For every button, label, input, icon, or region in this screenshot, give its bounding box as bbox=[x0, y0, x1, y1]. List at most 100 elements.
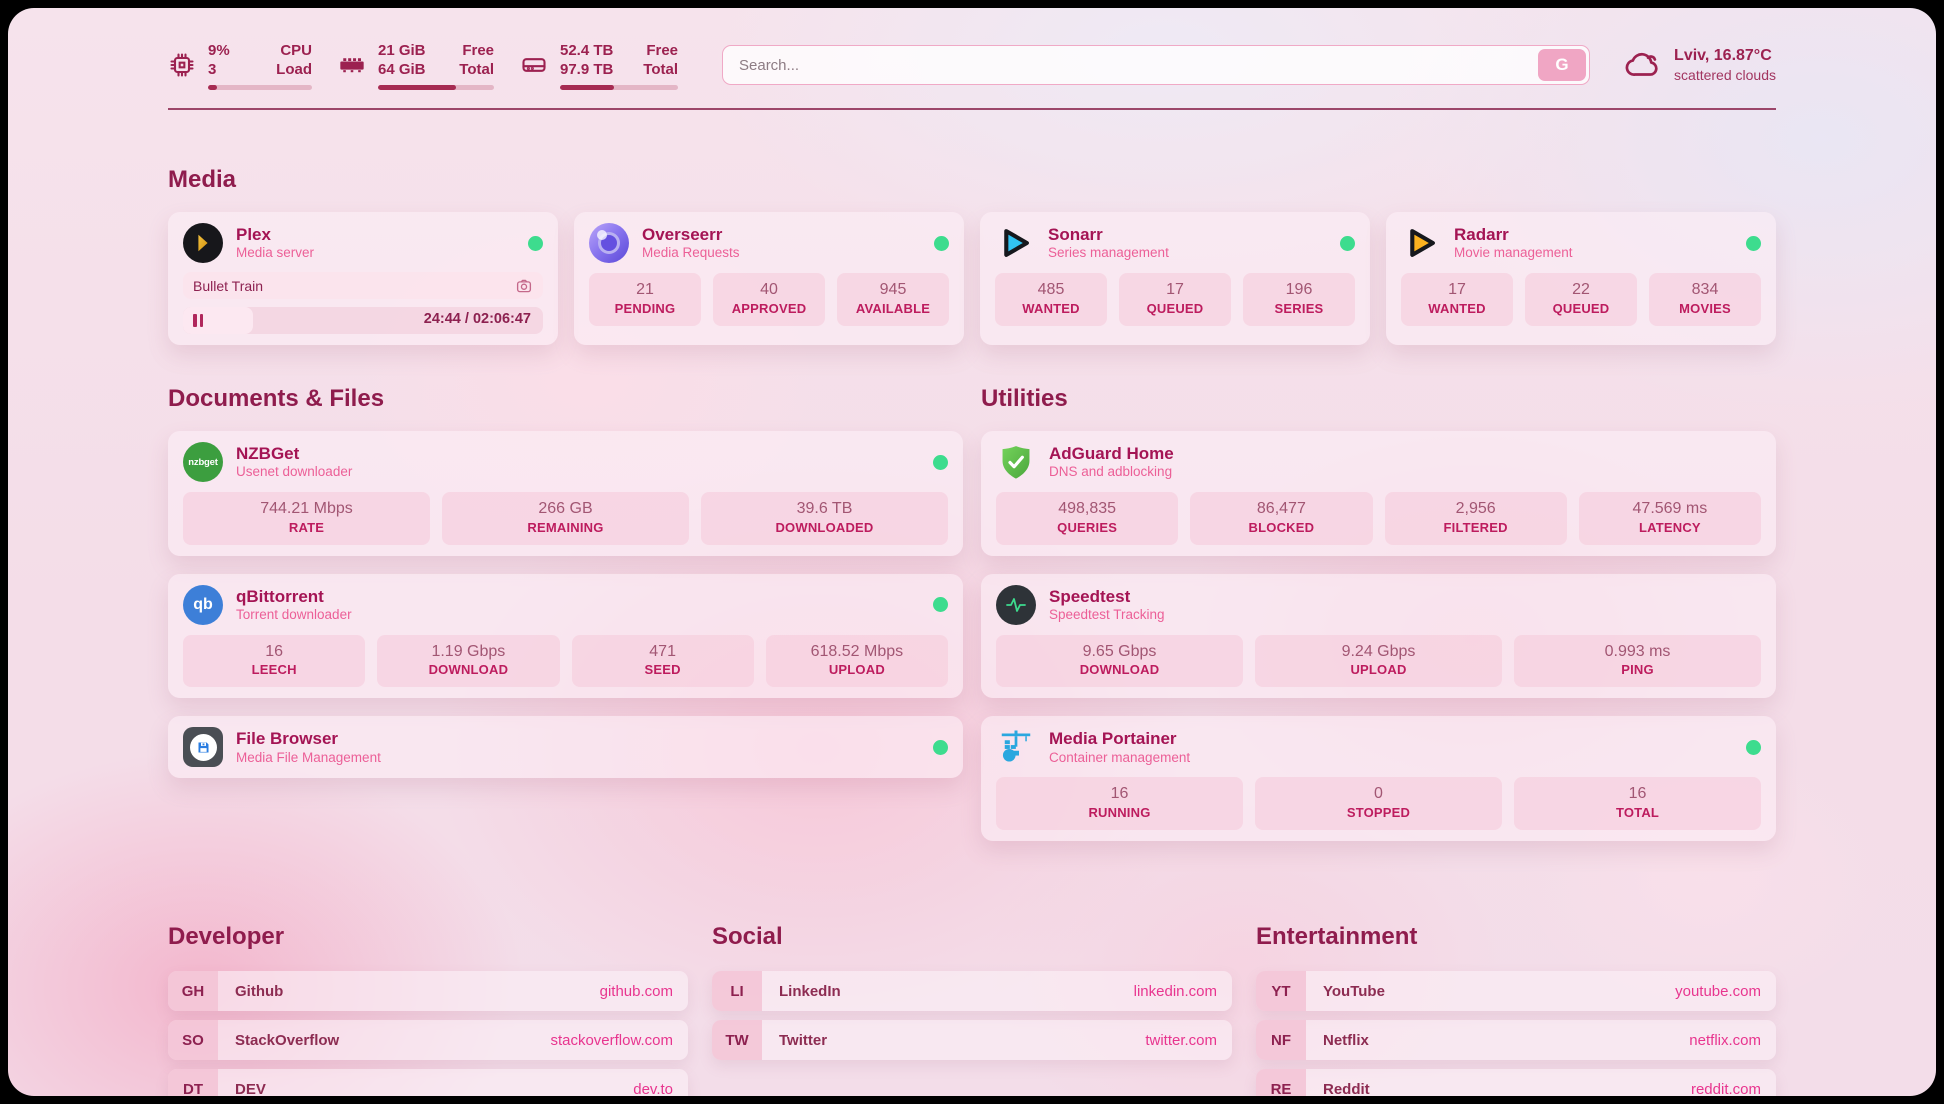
app-name: Plex bbox=[236, 224, 271, 244]
stat-upload: 618.52 Mbps UPLOAD bbox=[765, 634, 948, 688]
app-name: NZBGet bbox=[236, 443, 300, 463]
playback-progress-bar[interactable]: 24:44 / 02:06:47 bbox=[183, 307, 543, 334]
search-input[interactable] bbox=[722, 45, 1591, 85]
adguard-shield-icon bbox=[996, 442, 1036, 482]
stat-leech: 16 LEECH bbox=[183, 634, 366, 688]
app-card-overseerr[interactable]: Overseerr Media Requests 21 PENDING 40 APP… bbox=[574, 212, 964, 345]
app-card-adguard-home[interactable]: AdGuard Home DNS and adblocking 498,835 Q… bbox=[981, 431, 1776, 556]
disk-label-top: Free bbox=[646, 41, 678, 59]
header-divider bbox=[168, 108, 1776, 110]
status-online-dot bbox=[1340, 235, 1355, 251]
app-name: qBittorrent bbox=[236, 586, 324, 606]
link-name: LinkedIn bbox=[779, 982, 841, 1000]
app-card-nzbget[interactable]: nzbget NZBGet Usenet downloader 744.21 M… bbox=[168, 431, 963, 556]
link-row-netflix[interactable]: NF Netflix netflix.com bbox=[1256, 1020, 1776, 1061]
app-card-media-portainer[interactable]: Media Portainer Container management 16 R… bbox=[981, 716, 1776, 842]
documents-section-title: Documents & Files bbox=[168, 385, 385, 412]
link-row-reddit[interactable]: RE Reddit reddit.com bbox=[1256, 1069, 1776, 1096]
status-online-dot bbox=[933, 454, 948, 470]
memory-label-top: Free bbox=[462, 41, 494, 59]
stat-movies: 834 MOVIES bbox=[1649, 273, 1761, 326]
link-abbr-badge: SO bbox=[168, 1020, 218, 1061]
app-desc: DNS and adblocking bbox=[1049, 464, 1173, 480]
link-name: StackOverflow bbox=[235, 1031, 340, 1049]
link-row-twitter[interactable]: TW Twitter twitter.com bbox=[712, 1020, 1232, 1061]
link-url: reddit.com bbox=[1690, 1080, 1761, 1096]
link-row-youtube[interactable]: YT YouTube youtube.com bbox=[1256, 971, 1776, 1012]
app-desc: Media Requests bbox=[642, 245, 740, 261]
cpu-value: 9% bbox=[208, 41, 230, 59]
status-online-dot bbox=[528, 235, 543, 251]
stat-rate: 744.21 Mbps RATE bbox=[183, 492, 430, 545]
weather-location: Lviv, 16.87°C bbox=[1674, 46, 1772, 64]
stat-total: 16 TOTAL bbox=[1514, 777, 1761, 831]
memory-label-bottom: Total bbox=[459, 61, 494, 78]
stat-available: 945 AVAILABLE bbox=[837, 273, 949, 326]
speedtest-pulse-icon bbox=[996, 584, 1036, 625]
link-name: Reddit bbox=[1323, 1080, 1370, 1096]
app-name: Speedtest bbox=[1049, 586, 1131, 606]
app-desc: Movie management bbox=[1454, 245, 1573, 261]
app-desc: Torrent downloader bbox=[236, 606, 352, 622]
stat-remaining: 266 GB REMAINING bbox=[442, 492, 689, 545]
disk-icon bbox=[522, 58, 546, 72]
app-desc: Media server bbox=[236, 245, 315, 261]
link-abbr-badge: LI bbox=[712, 971, 762, 1012]
app-name: Media Portainer bbox=[1049, 729, 1177, 749]
memory-total-value: 64 GiB bbox=[378, 61, 426, 78]
dashboard-page: 9% 3 CPU Load 21 GiB 64 GiB Free Total bbox=[8, 8, 1936, 1096]
plex-logo-icon bbox=[183, 223, 223, 263]
app-name: Overseerr bbox=[642, 224, 723, 244]
stat-approved: 40 APPROVED bbox=[713, 273, 825, 326]
app-desc: Series management bbox=[1048, 245, 1169, 261]
link-row-dev[interactable]: DT DEV dev.to bbox=[168, 1069, 688, 1096]
link-row-linkedin[interactable]: LI LinkedIn linkedin.com bbox=[712, 971, 1232, 1012]
cpu-label-top: CPU bbox=[280, 41, 312, 59]
developer-section-title: Developer bbox=[168, 923, 285, 951]
cpu-label-bottom: Load bbox=[276, 61, 312, 78]
disk-total-value: 97.9 TB bbox=[560, 61, 614, 78]
link-row-github[interactable]: GH Github github.com bbox=[168, 971, 688, 1012]
link-url: github.com bbox=[599, 982, 673, 1000]
app-card-speedtest[interactable]: Speedtest Speedtest Tracking 9.65 Gbps DO… bbox=[981, 573, 1776, 699]
now-playing-title: Bullet Train bbox=[193, 277, 264, 294]
section-documents-files: Documents & Files nzbget NZBGet Usenet d… bbox=[168, 385, 963, 796]
link-abbr-badge: GH bbox=[168, 971, 218, 1012]
app-name: Sonarr bbox=[1048, 224, 1103, 244]
disk-progress-bar bbox=[560, 84, 678, 90]
disk-label-bottom: Total bbox=[643, 61, 678, 78]
link-name: DEV bbox=[235, 1080, 266, 1096]
stat-pending: 21 PENDING bbox=[589, 273, 701, 326]
google-search-button[interactable]: G bbox=[1538, 49, 1587, 81]
disk-widget: 52.4 TB 97.9 TB Free Total bbox=[520, 41, 678, 90]
section-developer: Developer GH Github github.com SO StackO… bbox=[168, 923, 688, 1096]
app-card-qbittorrent[interactable]: qb qBittorrent Torrent downloader 16 LEEC… bbox=[168, 573, 963, 699]
app-desc: Speedtest Tracking bbox=[1049, 606, 1165, 622]
app-card-radarr[interactable]: Radarr Movie management 17 WANTED 22 QUEUE… bbox=[1386, 212, 1776, 345]
link-url: linkedin.com bbox=[1133, 982, 1217, 1000]
entertainment-section-title: Entertainment bbox=[1256, 923, 1418, 951]
link-abbr-badge: DT bbox=[168, 1069, 218, 1096]
qbittorrent-logo-icon: qb bbox=[183, 584, 223, 625]
app-card-sonarr[interactable]: Sonarr Series management 485 WANTED 17 QUE… bbox=[980, 212, 1370, 345]
app-card-file-browser[interactable]: File Browser Media File Management bbox=[168, 716, 963, 779]
app-desc: Container management bbox=[1049, 749, 1191, 765]
now-playing-bar: Bullet Train bbox=[183, 272, 543, 299]
status-online-dot bbox=[1746, 739, 1761, 755]
social-section-title: Social bbox=[712, 923, 783, 951]
app-card-plex[interactable]: Plex Media server Bullet Train 24:44 / 0… bbox=[168, 212, 558, 345]
pause-icon bbox=[193, 314, 203, 327]
top-header: 9% 3 CPU Load 21 GiB 64 GiB Free Total bbox=[168, 36, 1776, 94]
stat-upload: 9.24 Gbps UPLOAD bbox=[1255, 634, 1502, 688]
link-name: Github bbox=[235, 982, 284, 1000]
link-row-stackoverflow[interactable]: SO StackOverflow stackoverflow.com bbox=[168, 1020, 688, 1061]
cpu-widget: 9% 3 CPU Load bbox=[168, 41, 312, 90]
section-utilities: Utilities AdGuard Home DNS and adblockin… bbox=[981, 385, 1776, 859]
radarr-logo-icon bbox=[1401, 223, 1441, 263]
stat-wanted: 485 WANTED bbox=[995, 273, 1107, 326]
app-name: File Browser bbox=[236, 729, 339, 749]
section-media: Media Plex Media server Bullet Train bbox=[168, 166, 1776, 345]
stat-filtered: 2,956 FILTERED bbox=[1384, 492, 1567, 545]
weather-condition: scattered clouds bbox=[1674, 67, 1776, 84]
